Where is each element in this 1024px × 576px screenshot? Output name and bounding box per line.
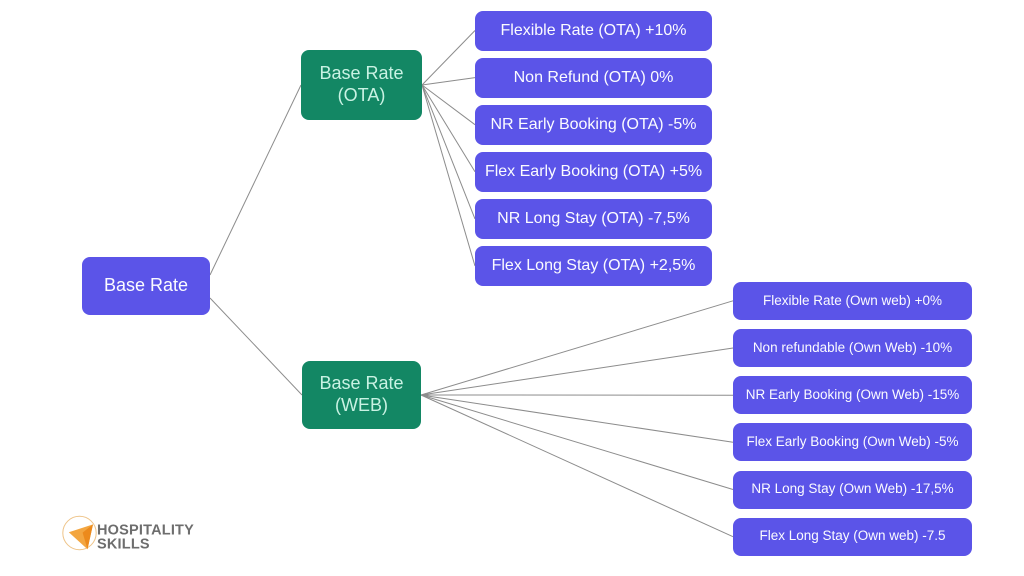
svg-text:SKILLS: SKILLS [97,537,150,553]
